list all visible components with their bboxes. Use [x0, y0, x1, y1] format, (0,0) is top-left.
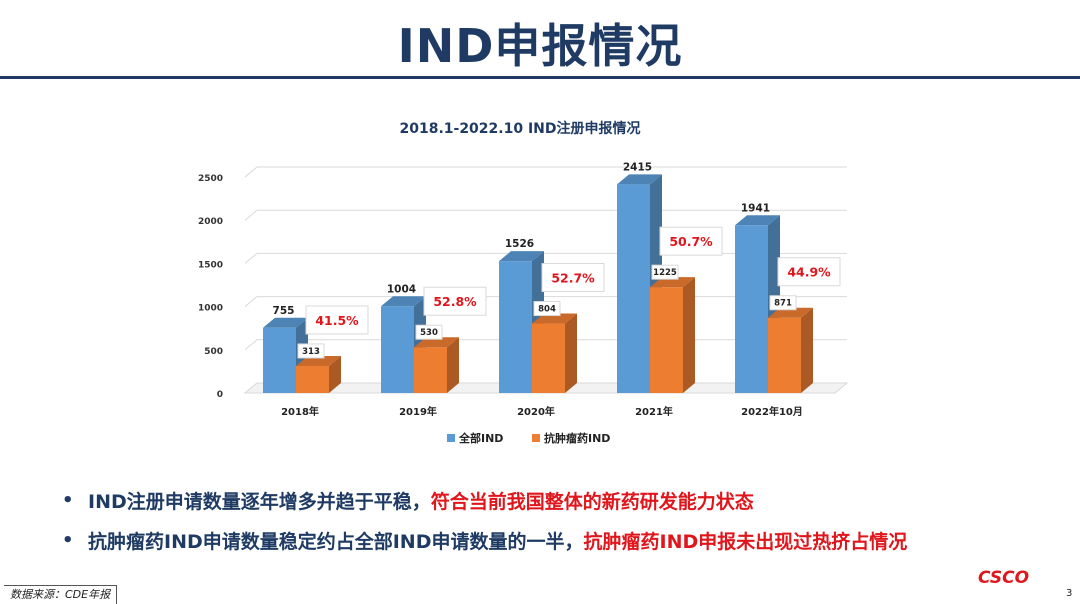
x-tick-label: 2020年 — [517, 405, 555, 418]
bullet-dot: • — [62, 489, 74, 511]
data-label-box — [651, 264, 679, 280]
data-label: 1941 — [741, 202, 770, 214]
bullet-text: 抗肿瘤药IND申请数量稳定约占全部IND申请数量的一半， — [88, 530, 584, 553]
data-label: 871 — [774, 299, 792, 309]
bar — [768, 317, 801, 393]
chart-title: 2018.1-2022.10 IND注册申报情况 — [399, 120, 640, 137]
x-tick-label: 2021年 — [635, 405, 673, 418]
bar — [414, 347, 447, 393]
data-label: 1526 — [505, 238, 534, 250]
bullet-item: • 抗肿瘤药IND申请数量稳定约占全部IND申请数量的一半， 抗肿瘤药IND申报… — [62, 520, 1062, 560]
bar-side — [683, 277, 695, 393]
source-note: 数据来源：CDE年报 — [4, 585, 118, 604]
bar — [650, 287, 683, 393]
bar — [296, 365, 329, 393]
data-label: 804 — [538, 305, 556, 315]
bar-top — [735, 215, 780, 226]
bullet-dot: • — [62, 529, 74, 551]
data-label: 755 — [273, 305, 295, 317]
data-label: 1004 — [387, 283, 416, 295]
bar — [617, 184, 650, 393]
data-label-box — [297, 343, 325, 359]
bar — [499, 261, 532, 393]
bar-top — [414, 337, 459, 348]
y-tick-label: 2000 — [198, 217, 223, 227]
ratio-label-box — [305, 305, 369, 335]
y-tick-label: 1000 — [198, 304, 223, 314]
legend-swatch — [532, 434, 540, 442]
bar-side — [801, 307, 813, 393]
y-tick-label: 1500 — [198, 260, 223, 270]
bullet-highlight: 抗肿瘤药IND申报未出现过热挤占情况 — [583, 530, 908, 553]
bar-top — [263, 317, 308, 328]
data-label: 2415 — [623, 161, 652, 173]
bullet-highlight: 符合当前我国整体的新药研发能力状态 — [430, 490, 754, 513]
ratio-label-box — [423, 286, 487, 316]
bar-side — [565, 313, 577, 393]
data-label-box — [533, 301, 561, 317]
data-label: 530 — [420, 328, 438, 338]
page-title: IND申报情况 — [397, 19, 683, 73]
ratio-label-box — [541, 263, 605, 293]
bullet-item: • IND注册申请数量逐年增多并趋于平稳， 符合当前我国整体的新药研发能力状态 — [62, 480, 1062, 520]
y-tick-label: 0 — [217, 390, 223, 400]
data-label: 313 — [302, 347, 320, 357]
ratio-label-box — [777, 257, 841, 287]
title-divider — [0, 76, 1080, 79]
data-label-box — [415, 324, 443, 340]
bar — [263, 327, 296, 393]
data-label-box — [769, 295, 797, 311]
y-tick-label: 500 — [204, 347, 223, 357]
ratio-label-box — [659, 226, 723, 256]
x-tick-label: 2019年 — [399, 405, 437, 418]
data-label: 1225 — [653, 268, 677, 278]
bar — [735, 225, 768, 393]
bar — [532, 323, 565, 393]
legend-label: 全部IND — [458, 431, 503, 445]
bar-top — [381, 296, 426, 307]
ratio-label: 52.8% — [433, 294, 477, 309]
bullet-text: IND注册申请数量逐年增多并趋于平稳， — [88, 490, 431, 513]
bar-top — [499, 251, 544, 262]
bar-side — [329, 355, 341, 393]
legend-label: 抗肿瘤药IND — [544, 431, 610, 445]
csco-logo: CSCO — [978, 568, 1030, 588]
page-number: 3 — [1066, 588, 1073, 599]
bar — [381, 306, 414, 393]
x-tick-label: 2022年10月 — [741, 405, 803, 418]
legend-swatch — [447, 434, 455, 442]
bar-top — [617, 174, 662, 185]
bar-chart: 2018.1-2022.10 IND注册申报情况 0 500 1000 1500 2000… — [198, 120, 849, 445]
ratio-label: 41.5% — [315, 313, 359, 328]
ratio-label: 44.9% — [787, 265, 831, 280]
ratio-label: 50.7% — [669, 234, 713, 249]
ratio-label: 52.7% — [551, 271, 595, 286]
y-tick-label: 2500 — [198, 174, 223, 184]
x-tick-label: 2018年 — [281, 405, 319, 418]
gridline — [244, 166, 847, 178]
bar-side — [447, 337, 459, 393]
bullet-list: • IND注册申请数量逐年增多并趋于平稳， 符合当前我国整体的新药研发能力状态 … — [62, 480, 1062, 560]
